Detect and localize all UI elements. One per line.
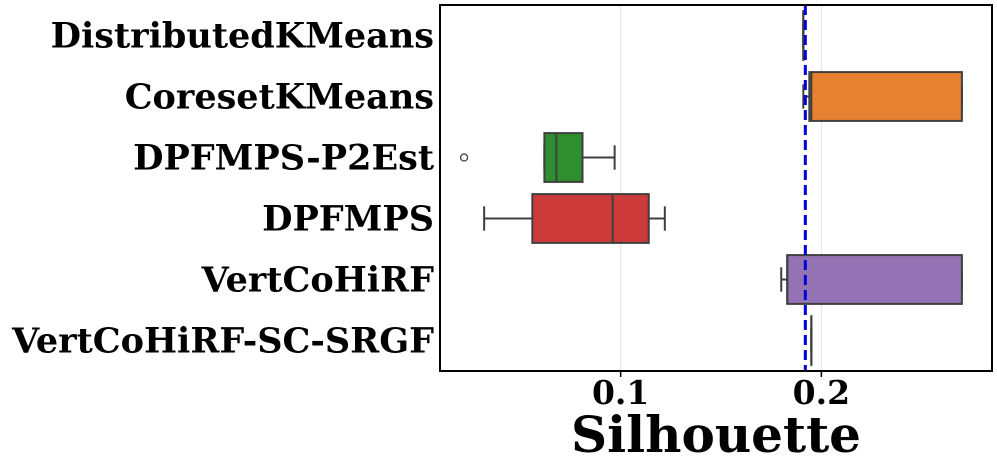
- category-label: DPFMPS-P2Est: [133, 138, 434, 179]
- box-body: [808, 71, 963, 122]
- box-VertCoHiRF: [780, 254, 963, 305]
- x-ticks: 0.1 0.2: [592, 371, 850, 412]
- outlier-0: [459, 153, 469, 162]
- gridlines: [620, 5, 822, 371]
- category-label: DistributedKMeans: [51, 16, 434, 57]
- category-label: VertCoHiRF: [201, 260, 434, 301]
- box-DPFMPS-P2Est: [459, 132, 616, 183]
- box-body: [531, 193, 650, 244]
- x-tick-label: 0.2: [793, 373, 850, 412]
- box-CoresetKMeans: [802, 71, 963, 122]
- box-DPFMPS: [483, 193, 666, 244]
- box-body: [543, 132, 584, 183]
- category-labels: DistributedKMeans CoresetKMeans DPFMPS-P2E…: [11, 16, 434, 362]
- box-body: [786, 254, 963, 305]
- boxes: [459, 10, 963, 366]
- category-label: DPFMPS: [262, 199, 434, 240]
- category-label: CoresetKMeans: [125, 77, 434, 118]
- category-label: VertCoHiRF-SC-SRGF: [11, 321, 434, 362]
- plot-frame: [439, 4, 993, 372]
- x-axis-title: Silhouette: [571, 405, 861, 464]
- x-tick-label: 0.1: [592, 373, 649, 412]
